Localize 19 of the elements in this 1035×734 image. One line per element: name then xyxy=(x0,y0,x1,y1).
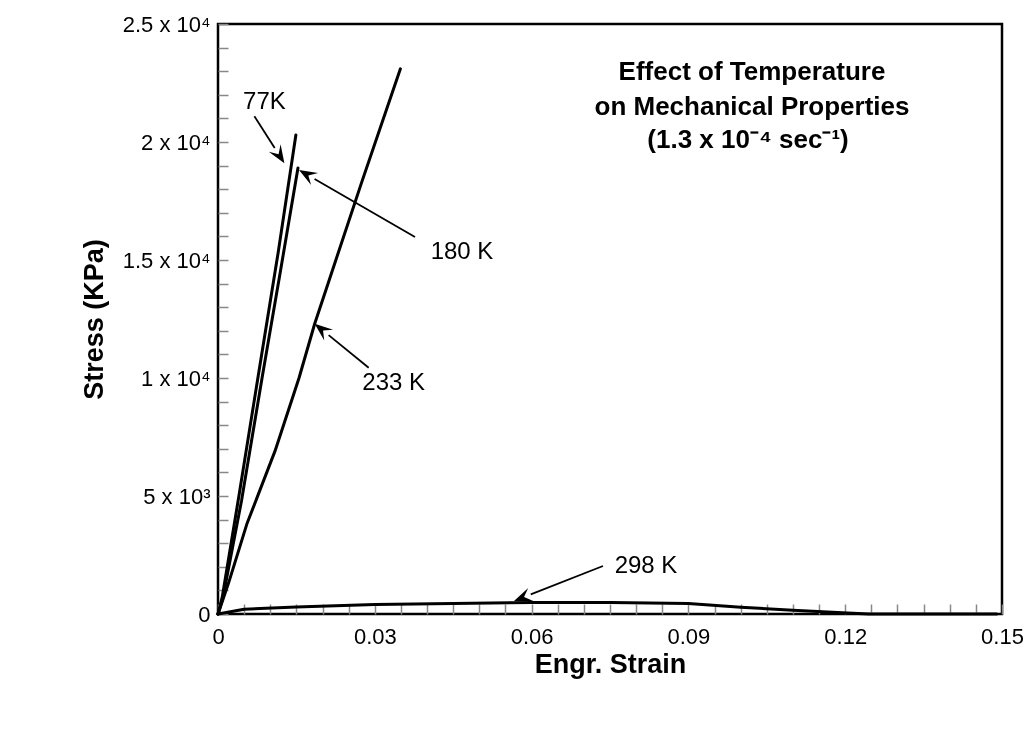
y-tick-label: 0 xyxy=(198,601,211,627)
y-axis-title: Stress (KPa) xyxy=(78,239,109,400)
x-axis-title: Engr. Strain xyxy=(534,648,687,679)
text: (1.3 x 10⁻⁴ sec⁻¹) xyxy=(647,124,849,154)
y-tick-label: 5 x 10³ xyxy=(143,483,211,509)
text: Effect of Temperature on Mechanical Properties xyxy=(594,56,910,121)
x-tick-label: 0.06 xyxy=(510,623,554,649)
annotation: 233 K xyxy=(362,367,426,395)
x-tick-label: 0.03 xyxy=(353,623,397,649)
y-tick-label: 1 x 10⁴ xyxy=(141,365,211,391)
x-tick-label: 0.09 xyxy=(667,623,711,649)
x-tick-label: 0.12 xyxy=(824,623,868,649)
annotation: 77K xyxy=(243,87,286,115)
annotation: 298 K xyxy=(614,551,678,578)
x-tick-label: 0.15 xyxy=(981,623,1024,649)
y-tick-label: 1.5 x 10⁴ xyxy=(122,247,211,273)
y-tick-label: 2.5 x 10⁴ xyxy=(122,11,211,37)
y-tick-label: 2 x 10⁴ xyxy=(141,129,211,155)
annotation: 180 K xyxy=(430,237,494,264)
